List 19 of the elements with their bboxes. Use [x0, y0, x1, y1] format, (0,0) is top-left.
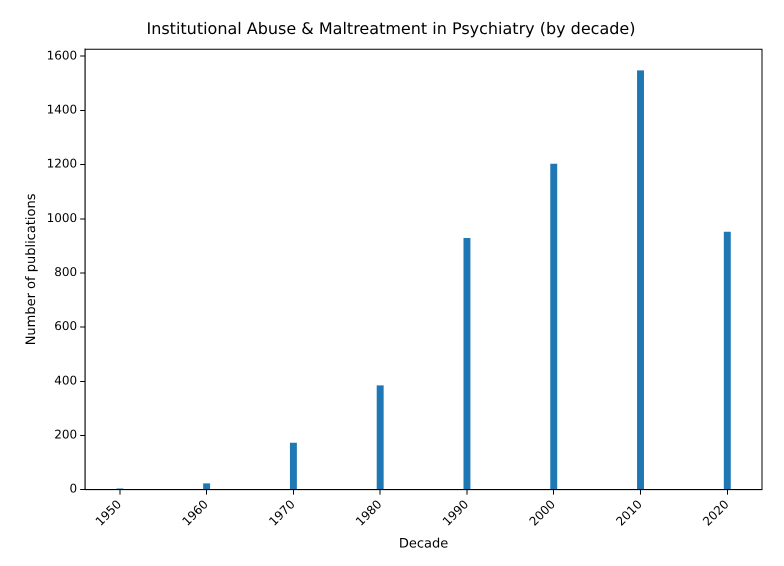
bar [203, 483, 210, 490]
y-tick-label: 1400 [46, 102, 78, 117]
bar [637, 70, 644, 490]
bar [463, 238, 470, 490]
y-axis-title: Number of publications [24, 193, 40, 346]
bar [290, 442, 297, 490]
bar [376, 385, 384, 490]
y-tick-label: 1000 [46, 210, 78, 225]
chart-title: Institutional Abuse & Maltreatment in Psychiatry (by decade) [146, 18, 636, 38]
y-tick-label: 200 [54, 428, 78, 442]
y-tick-label: 400 [54, 373, 78, 388]
bar [550, 164, 558, 490]
y-tick-label: 0 [70, 482, 78, 496]
y-tick-label: 800 [54, 265, 78, 280]
x-axis-title: Decade [398, 536, 448, 552]
y-tick-label: 1200 [46, 156, 78, 171]
y-tick-label: 600 [54, 319, 78, 334]
bar [724, 232, 731, 490]
y-tick-label: 1600 [46, 48, 78, 62]
